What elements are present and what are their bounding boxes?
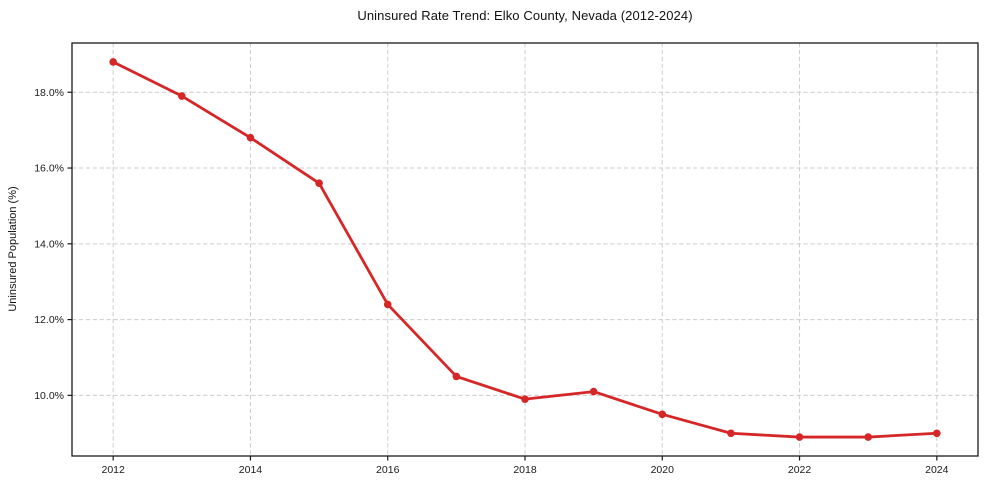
- data-point: [315, 179, 323, 187]
- data-point: [658, 410, 667, 419]
- x-tick-label: 2012: [102, 464, 126, 476]
- data-point: [452, 372, 461, 381]
- x-tick-label: 2020: [651, 464, 675, 476]
- data-point: [795, 433, 804, 441]
- y-tick-label: 16.0%: [34, 163, 64, 175]
- y-tick-label: 12.0%: [34, 314, 64, 326]
- data-point: [933, 429, 941, 438]
- trend-line: [111, 60, 939, 439]
- x-tick-label: 2024: [925, 464, 949, 476]
- chart-title: Uninsured Rate Trend: Elko County, Nevad…: [357, 8, 693, 23]
- data-point: [383, 300, 392, 309]
- x-tick-label: 2016: [376, 464, 400, 476]
- data-point: [727, 429, 735, 438]
- x-tick-label: 2014: [239, 464, 263, 476]
- y-tick-label: 10.0%: [34, 390, 64, 402]
- y-tick-label: 14.0%: [34, 238, 64, 250]
- data-point: [109, 58, 117, 66]
- data-point: [246, 133, 255, 142]
- y-tick-label: 18.0%: [34, 87, 64, 99]
- y-axis-title: Uninsured Population (%): [7, 186, 19, 312]
- data-point: [521, 395, 529, 403]
- data-point: [589, 387, 598, 396]
- x-tick-label: 2018: [513, 464, 537, 476]
- data-point: [178, 92, 186, 100]
- plot-border: [71, 42, 979, 457]
- data-point: [864, 433, 872, 441]
- x-tick-label: 2022: [788, 464, 812, 476]
